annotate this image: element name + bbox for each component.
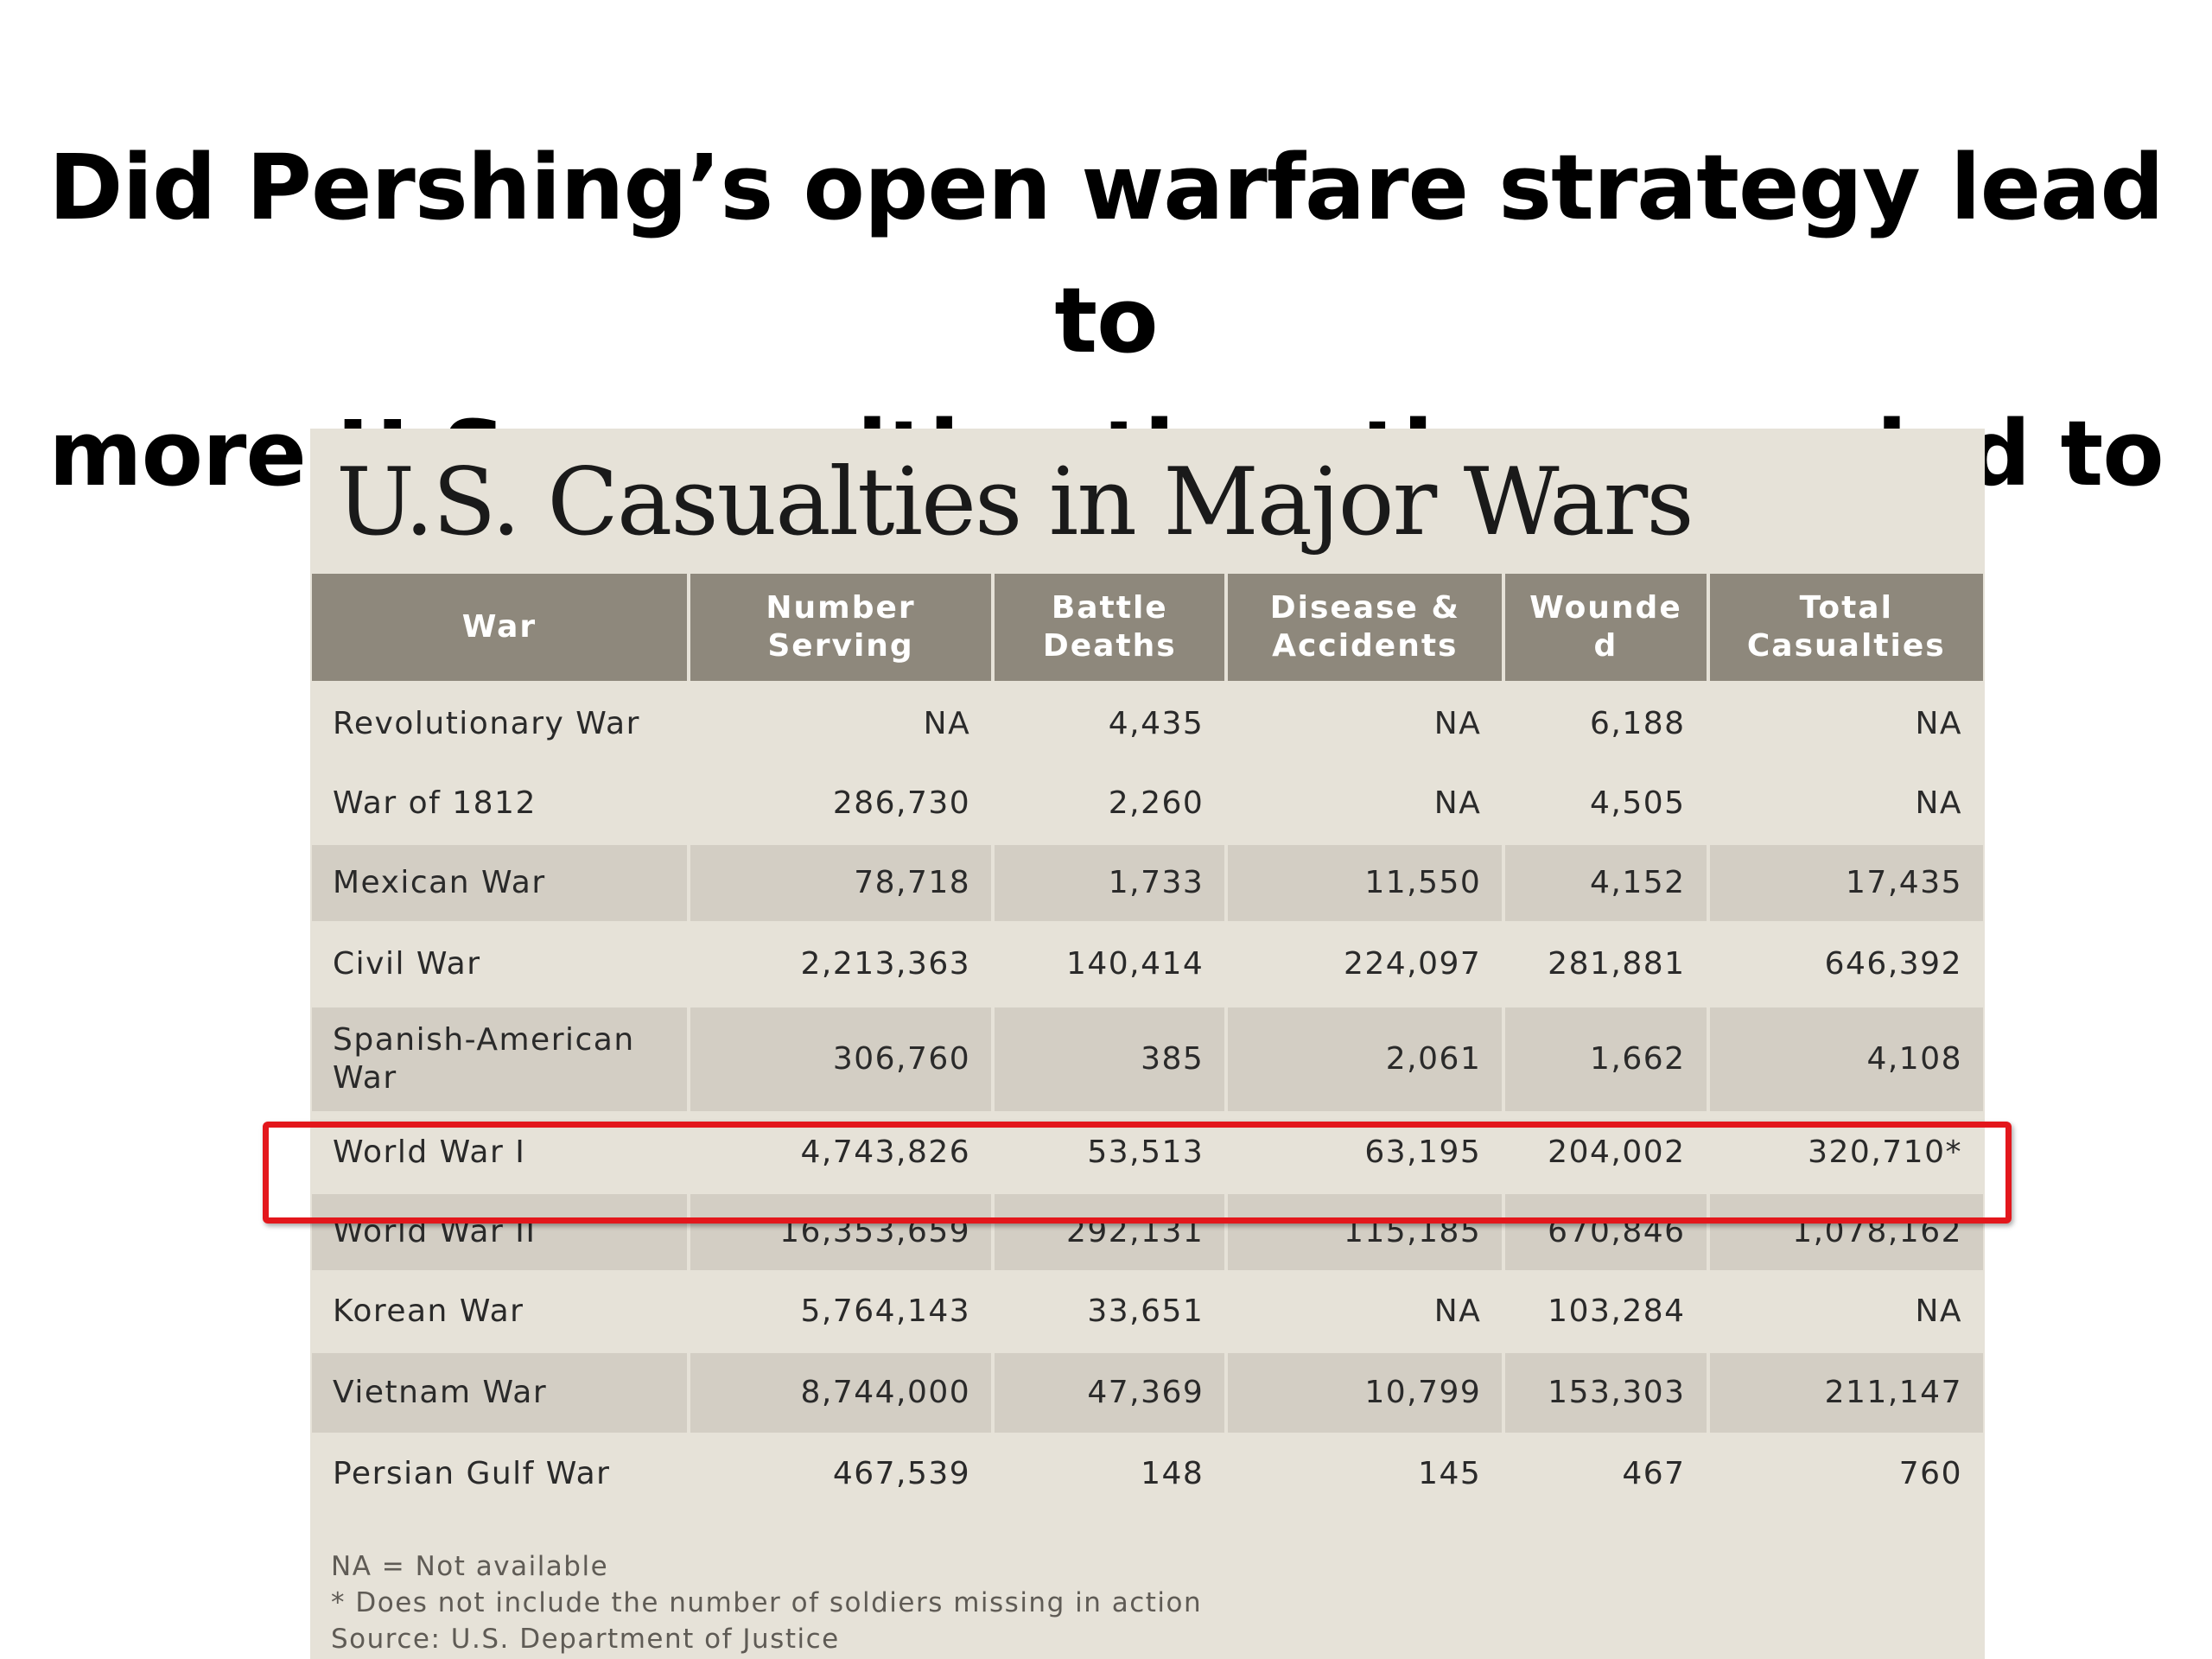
casualties-figure: U.S. Casualties in Major Wars War Number… bbox=[310, 429, 1985, 1659]
disease-accidents-cell: 2,061 bbox=[1226, 1006, 1506, 1115]
battle-deaths-cell: 385 bbox=[993, 1006, 1229, 1115]
disease-accidents-cell: NA bbox=[1226, 683, 1506, 766]
disease-accidents-cell: NA bbox=[1226, 764, 1506, 845]
table-row: War of 1812 286,730 2,260 NA 4,505 NA bbox=[312, 764, 1983, 845]
number-serving-cell: 5,764,143 bbox=[688, 1272, 995, 1353]
table-row: Vietnam War 8,744,000 47,369 10,799 153,… bbox=[312, 1351, 1983, 1436]
battle-deaths-cell: 53,513 bbox=[993, 1113, 1229, 1194]
number-serving-cell: 78,718 bbox=[688, 843, 995, 925]
number-serving-cell: NA bbox=[688, 683, 995, 766]
war-name-cell: Vietnam War bbox=[312, 1351, 690, 1436]
wounded-cell: 281,881 bbox=[1503, 923, 1710, 1007]
total-casualties-cell: NA bbox=[1707, 1272, 1983, 1353]
number-serving-cell: 16,353,659 bbox=[688, 1192, 995, 1274]
battle-deaths-cell: 33,651 bbox=[993, 1272, 1229, 1353]
number-serving-cell: 8,744,000 bbox=[688, 1351, 995, 1436]
total-casualties-cell: 17,435 bbox=[1707, 843, 1983, 925]
table-row: Persian Gulf War 467,539 148 145 467 760 bbox=[312, 1434, 1983, 1516]
total-casualties-cell: NA bbox=[1707, 764, 1983, 845]
wounded-cell: 4,505 bbox=[1503, 764, 1710, 845]
war-name-cell: World War II bbox=[312, 1192, 690, 1274]
battle-deaths-cell: 4,435 bbox=[993, 683, 1229, 766]
wounded-cell: 4,152 bbox=[1503, 843, 1710, 925]
number-serving-cell: 2,213,363 bbox=[688, 923, 995, 1007]
disease-accidents-cell: 115,185 bbox=[1226, 1192, 1506, 1274]
disease-accidents-cell: 10,799 bbox=[1226, 1351, 1506, 1436]
total-casualties-cell: 4,108 bbox=[1707, 1006, 1983, 1115]
number-serving-cell: 467,539 bbox=[688, 1434, 995, 1516]
battle-deaths-cell: 2,260 bbox=[993, 764, 1229, 845]
column-header-wounded: Wounde d bbox=[1503, 574, 1710, 686]
number-serving-cell: 4,743,826 bbox=[688, 1113, 995, 1194]
battle-deaths-cell: 140,414 bbox=[993, 923, 1229, 1007]
table-row: Korean War 5,764,143 33,651 NA 103,284 N… bbox=[312, 1272, 1983, 1353]
column-header-total-casualties: Total Casualties bbox=[1707, 574, 1983, 686]
disease-accidents-cell: 145 bbox=[1226, 1434, 1506, 1516]
total-casualties-cell: 646,392 bbox=[1707, 923, 1983, 1007]
battle-deaths-cell: 148 bbox=[993, 1434, 1229, 1516]
table-row: Revolutionary War NA 4,435 NA 6,188 NA bbox=[312, 683, 1983, 766]
column-header-disease-accidents: Disease & Accidents bbox=[1226, 574, 1506, 686]
casualties-table: War Number Serving Battle Deaths Disease &… bbox=[312, 574, 1983, 1516]
disease-accidents-cell: 224,097 bbox=[1226, 923, 1506, 1007]
column-header-war: War bbox=[312, 574, 690, 686]
wounded-cell: 103,284 bbox=[1503, 1272, 1710, 1353]
number-serving-cell: 286,730 bbox=[688, 764, 995, 845]
total-casualties-cell: 211,147 bbox=[1707, 1351, 1983, 1436]
table-footnotes: NA = Not available * Does not include th… bbox=[331, 1548, 1202, 1657]
disease-accidents-cell: 63,195 bbox=[1226, 1113, 1506, 1194]
table-row: World War II 16,353,659 292,131 115,185 … bbox=[312, 1192, 1983, 1274]
wounded-cell: 204,002 bbox=[1503, 1113, 1710, 1194]
war-name-cell: War of 1812 bbox=[312, 764, 690, 845]
table-row-highlighted: World War I 4,743,826 53,513 63,195 204,… bbox=[312, 1113, 1983, 1194]
battle-deaths-cell: 292,131 bbox=[993, 1192, 1229, 1274]
number-serving-cell: 306,760 bbox=[688, 1006, 995, 1115]
battle-deaths-cell: 47,369 bbox=[993, 1351, 1229, 1436]
table-row: Spanish-American War 306,760 385 2,061 1… bbox=[312, 1006, 1983, 1115]
total-casualties-cell: 320,710* bbox=[1707, 1113, 1983, 1194]
table-header-row: War Number Serving Battle Deaths Disease &… bbox=[312, 574, 1983, 686]
wounded-cell: 6,188 bbox=[1503, 683, 1710, 766]
slide-title-line-1: Did Pershing’s open warfare strategy lea… bbox=[48, 135, 2164, 373]
war-name-cell: Civil War bbox=[312, 923, 690, 1007]
table-row: Civil War 2,213,363 140,414 224,097 281,… bbox=[312, 923, 1983, 1007]
war-name-cell: Spanish-American War bbox=[312, 1006, 690, 1115]
war-name-cell: Revolutionary War bbox=[312, 683, 690, 766]
column-header-number-serving: Number Serving bbox=[688, 574, 995, 686]
figure-title: U.S. Casualties in Major Wars bbox=[336, 448, 1694, 556]
column-header-battle-deaths: Battle Deaths bbox=[993, 574, 1229, 686]
footnote-na: NA = Not available bbox=[331, 1551, 609, 1582]
war-name-cell: World War I bbox=[312, 1113, 690, 1194]
total-casualties-cell: 1,078,162 bbox=[1707, 1192, 1983, 1274]
war-name-cell: Korean War bbox=[312, 1272, 690, 1353]
footnote-source: Source: U.S. Department of Justice bbox=[331, 1624, 840, 1655]
wounded-cell: 153,303 bbox=[1503, 1351, 1710, 1436]
total-casualties-cell: 760 bbox=[1707, 1434, 1983, 1516]
wounded-cell: 1,662 bbox=[1503, 1006, 1710, 1115]
wounded-cell: 467 bbox=[1503, 1434, 1710, 1516]
total-casualties-cell: NA bbox=[1707, 683, 1983, 766]
disease-accidents-cell: 11,550 bbox=[1226, 843, 1506, 925]
war-name-cell: Mexican War bbox=[312, 843, 690, 925]
war-name-cell: Persian Gulf War bbox=[312, 1434, 690, 1516]
wounded-cell: 670,846 bbox=[1503, 1192, 1710, 1274]
battle-deaths-cell: 1,733 bbox=[993, 843, 1229, 925]
footnote-mia: * Does not include the number of soldier… bbox=[331, 1587, 1203, 1618]
disease-accidents-cell: NA bbox=[1226, 1272, 1506, 1353]
table-row: Mexican War 78,718 1,733 11,550 4,152 17… bbox=[312, 843, 1983, 925]
